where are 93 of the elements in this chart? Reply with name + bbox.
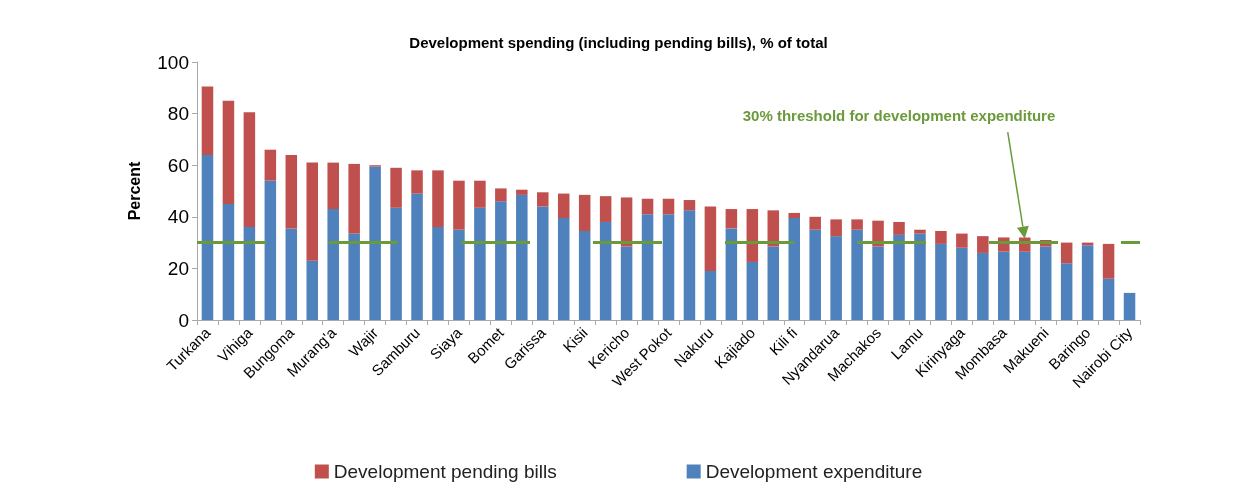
bar <box>432 227 444 320</box>
bar <box>851 229 863 320</box>
bar <box>641 198 654 215</box>
bar <box>474 180 486 208</box>
bar <box>495 188 507 202</box>
bar <box>348 163 360 234</box>
y-tick-label: 60 <box>167 154 189 176</box>
bar <box>914 233 926 320</box>
bar <box>809 216 821 230</box>
bar <box>977 252 989 320</box>
bar <box>1060 242 1073 264</box>
bar <box>788 212 800 219</box>
bar <box>1018 251 1031 320</box>
ref-line-label: 30% threshold for development expenditure <box>742 107 1056 125</box>
bar <box>516 189 528 195</box>
bar <box>453 229 465 320</box>
bar <box>578 230 591 320</box>
bar <box>851 219 863 230</box>
bar <box>662 198 675 215</box>
bar <box>704 270 717 320</box>
bar <box>725 209 738 229</box>
bar <box>201 86 214 155</box>
bar <box>390 167 402 208</box>
bar <box>935 243 947 320</box>
y-axis-title: Percent <box>125 160 143 221</box>
bar <box>998 251 1010 320</box>
bar <box>725 228 738 320</box>
bar <box>599 221 612 320</box>
bar <box>222 100 235 204</box>
bar <box>285 228 298 320</box>
y-tick-label: 20 <box>167 257 189 279</box>
bar <box>935 230 947 244</box>
legend-label: Development expenditure <box>705 461 923 482</box>
bar <box>914 229 926 234</box>
bar <box>1123 292 1136 320</box>
bar <box>390 207 402 320</box>
bar <box>327 209 339 320</box>
bar <box>557 193 570 219</box>
bar <box>830 236 842 320</box>
bar <box>977 236 989 253</box>
legend-label: Development pending bills <box>333 461 557 482</box>
bar <box>1060 263 1073 320</box>
bar <box>578 194 591 231</box>
bar <box>306 260 319 320</box>
bar <box>474 207 486 320</box>
bar <box>411 170 423 194</box>
bar <box>620 197 633 247</box>
bar <box>432 170 444 228</box>
bar <box>1102 243 1115 279</box>
bar <box>348 233 360 320</box>
bar <box>767 246 780 320</box>
bar <box>369 166 381 320</box>
bar <box>557 218 570 320</box>
bar <box>620 246 633 320</box>
bar <box>327 162 339 210</box>
bar <box>537 206 549 320</box>
bar <box>809 229 821 320</box>
y-tick-label: 40 <box>167 206 189 228</box>
bar <box>704 206 717 271</box>
bar <box>201 154 214 320</box>
bar <box>746 209 759 262</box>
bar <box>1039 246 1052 320</box>
y-tick-label: 0 <box>178 309 189 331</box>
bar <box>893 221 905 235</box>
bar <box>599 196 612 222</box>
bar <box>641 214 654 320</box>
bar <box>243 112 256 228</box>
y-tick-label: 80 <box>167 103 189 125</box>
bar <box>411 193 423 320</box>
bar <box>495 201 507 320</box>
bar <box>243 227 256 320</box>
bar <box>264 180 277 320</box>
chart-title: Development spending (including pending bills), % of total <box>409 34 828 51</box>
bar <box>683 200 696 211</box>
bar <box>788 218 800 320</box>
bar <box>453 180 465 230</box>
bar <box>516 194 528 320</box>
bar <box>222 203 235 320</box>
bar <box>662 214 675 320</box>
y-tick-label: 100 <box>157 51 189 73</box>
bar <box>306 162 319 261</box>
bar <box>264 149 277 181</box>
bar <box>285 154 298 229</box>
bar <box>956 233 968 248</box>
bar <box>872 246 884 320</box>
bar <box>893 234 905 320</box>
bar <box>956 247 968 320</box>
bar <box>746 261 759 320</box>
bar <box>1102 278 1115 320</box>
bar <box>537 192 549 207</box>
bar <box>830 219 842 237</box>
bar <box>1081 245 1094 320</box>
bar <box>683 210 696 320</box>
